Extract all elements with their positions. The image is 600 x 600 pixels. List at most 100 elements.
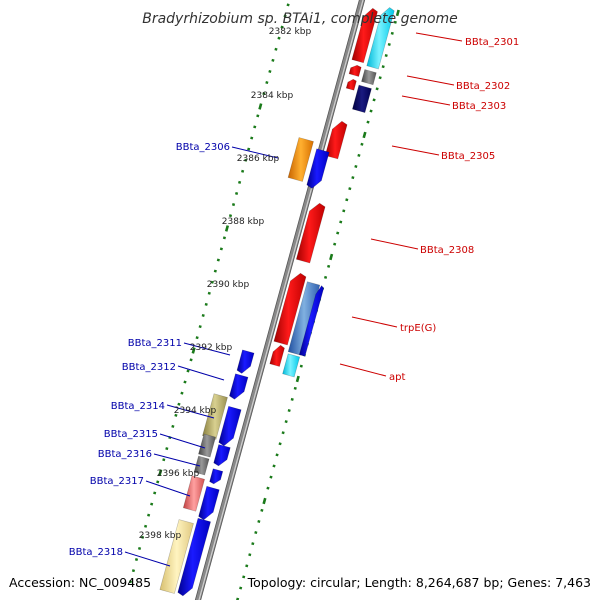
tick-mark-right xyxy=(369,109,373,113)
tick-mark-left xyxy=(253,125,257,129)
leader-line-layer xyxy=(124,32,463,567)
gene-layer xyxy=(159,7,395,597)
forward-gene-labels: BBta_2301 BBta_2302 BBta_2303 BBta_2305 … xyxy=(389,37,519,383)
gene-bbta-2306b xyxy=(306,148,330,189)
leader-bbta-2312 xyxy=(177,365,225,381)
tick-mark-left xyxy=(195,336,199,340)
scale-label-2388: 2388 kbp xyxy=(222,217,265,227)
tick-mark-right xyxy=(275,453,279,457)
gene-label-bbta-2312[interactable]: BBta_2312 xyxy=(122,362,176,373)
tick-mark-right xyxy=(362,131,367,139)
tick-mark-left xyxy=(153,491,157,495)
tick-mark-right xyxy=(357,153,361,157)
backbone-highlight xyxy=(198,0,364,600)
tick-mark-right xyxy=(395,9,400,17)
tick-mark-left xyxy=(238,180,242,184)
leader-bbta-2315 xyxy=(159,433,206,449)
gene-label-bbta-2315[interactable]: BBta_2315 xyxy=(104,429,158,440)
tick-mark-left xyxy=(189,358,193,362)
tick-mark-left xyxy=(177,402,181,406)
tick-mark-right xyxy=(348,187,352,191)
leader-bbta-2308 xyxy=(370,238,419,250)
tick-mark-left xyxy=(274,47,278,51)
gene-label-bbta-2314[interactable]: BBta_2314 xyxy=(111,401,165,412)
tick-mark-left xyxy=(174,413,178,417)
tick-mark-left xyxy=(283,14,287,18)
tick-mark-right xyxy=(299,364,303,368)
tick-mark-right xyxy=(245,564,249,568)
leader-bbta-2318 xyxy=(124,551,171,567)
leader-trpe-g xyxy=(351,316,398,328)
tick-mark-right xyxy=(366,120,370,124)
gene-bbta-2308 xyxy=(295,202,326,264)
tick-mark-left xyxy=(241,169,245,173)
tick-mark-left xyxy=(277,36,281,40)
tick-mark-right xyxy=(295,375,300,383)
gene-label-bbta-2305[interactable]: BBta_2305 xyxy=(441,151,495,162)
tick-mark-left xyxy=(165,447,169,451)
tick-mark-right xyxy=(354,164,358,168)
leader-bbta-2303 xyxy=(401,95,451,106)
gene-label-bbta-2318[interactable]: BBta_2318 xyxy=(69,547,123,558)
tick-mark-left xyxy=(158,469,163,476)
gene-bbta-2314b xyxy=(218,405,242,447)
tick-mark-left xyxy=(150,502,154,506)
tick-mark-right xyxy=(323,275,328,279)
scale-label-2382: 2382 kbp xyxy=(269,27,312,37)
gene-bbta-2311 xyxy=(236,349,255,374)
tick-mark-right xyxy=(239,586,243,590)
scale-label-2398: 2398 kbp xyxy=(139,531,182,541)
tick-mark-left xyxy=(180,391,184,395)
gene-label-bbta-2306[interactable]: BBta_2306 xyxy=(176,142,230,153)
tick-mark-left xyxy=(222,236,226,240)
tick-mark-right xyxy=(284,420,288,424)
gene-bbta-2303b xyxy=(345,78,357,91)
leader-apt xyxy=(339,363,387,377)
tick-mark-left xyxy=(156,480,160,484)
gene-bbta-2317b xyxy=(198,485,220,521)
tick-mark-left xyxy=(213,269,217,273)
tick-mark-right xyxy=(351,176,355,180)
tick-mark-left xyxy=(144,524,148,528)
gene-label-trpe-g[interactable]: trpE(G) xyxy=(400,323,436,334)
gene-bbta-2314 xyxy=(202,393,228,440)
tick-mark-right xyxy=(345,198,349,202)
tick-mark-left xyxy=(268,69,272,73)
tick-mark-left xyxy=(247,147,251,151)
gene-label-apt[interactable]: apt xyxy=(389,372,405,383)
gene-apt-b xyxy=(282,353,301,378)
gene-trpe-g-b xyxy=(287,281,321,356)
scale-label-2390: 2390 kbp xyxy=(207,280,250,290)
gene-bbta-2312 xyxy=(229,373,249,400)
tick-mark-right xyxy=(329,253,334,261)
gene-label-bbta-2302[interactable]: BBta_2302 xyxy=(456,81,510,92)
accession-text: Accession: NC_009485 xyxy=(9,575,151,590)
gene-label-bbta-2301[interactable]: BBta_2301 xyxy=(465,37,519,48)
tick-mark-left xyxy=(198,325,202,329)
topology-text: Topology: circular; Length: 8,264,687 bp… xyxy=(247,575,591,590)
gene-label-bbta-2308[interactable]: BBta_2308 xyxy=(420,245,474,256)
tick-mark-right xyxy=(242,575,246,579)
tick-mark-right xyxy=(378,76,382,80)
tick-mark-right xyxy=(251,542,255,546)
tick-mark-left xyxy=(219,247,223,251)
tick-mark-left xyxy=(128,580,132,584)
gene-label-bbta-2311[interactable]: BBta_2311 xyxy=(128,338,182,349)
gene-bbta-2315 xyxy=(198,433,216,458)
tick-mark-left xyxy=(280,25,284,29)
tick-mark-right xyxy=(342,209,346,213)
tick-mark-left xyxy=(171,424,175,428)
gene-label-bbta-2303[interactable]: BBta_2303 xyxy=(452,101,506,112)
gene-bbta-2316 xyxy=(193,455,210,476)
gene-apt xyxy=(269,344,285,367)
tick-mark-right xyxy=(257,519,261,523)
gene-label-bbta-2316[interactable]: BBta_2316 xyxy=(98,449,152,460)
tick-mark-left xyxy=(258,103,263,110)
tick-mark-left xyxy=(131,569,136,573)
gene-bbta-2317 xyxy=(182,475,205,512)
tick-mark-left xyxy=(256,114,260,118)
gene-label-bbta-2317[interactable]: BBta_2317 xyxy=(90,476,144,487)
scale-labels: 2382 kbp 2384 kbp 2386 kbp 2388 kbp 2390… xyxy=(139,27,312,541)
tick-mark-right xyxy=(248,553,252,557)
